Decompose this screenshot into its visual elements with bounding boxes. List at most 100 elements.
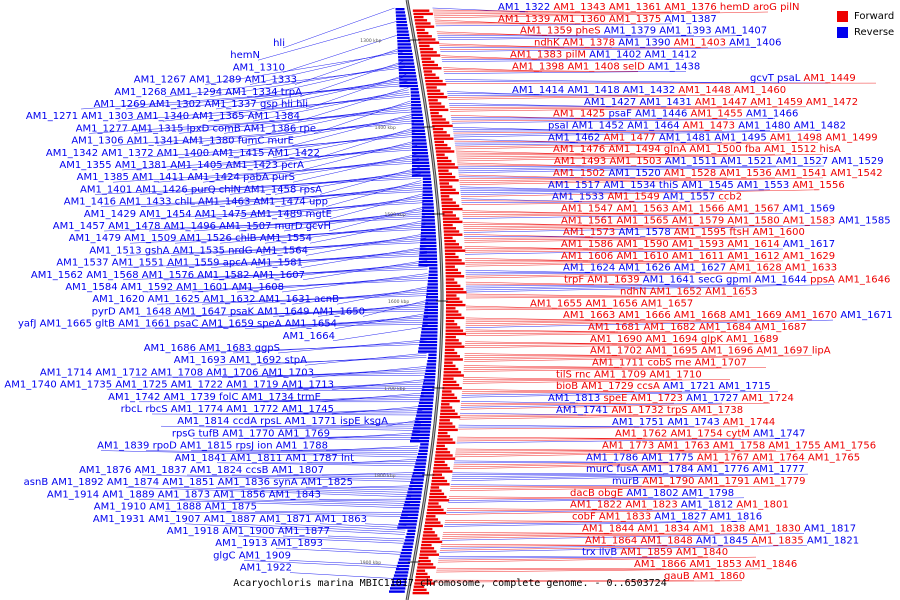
reverse-gene-glyph (397, 43, 411, 46)
forward-connector (456, 153, 776, 160)
gene-label: AM1_1527 (773, 156, 828, 167)
gene-label: rne (672, 358, 692, 369)
forward-connector (453, 462, 761, 468)
reverse-gene-glyph (402, 507, 420, 510)
forward-gene-glyph (445, 281, 458, 284)
gene-label: AM1_1481 (656, 132, 711, 143)
reverse-gene-glyph (411, 433, 430, 436)
reverse-connector (281, 273, 428, 293)
forward-connector (460, 402, 771, 410)
forward-label-row: AM1_1561 AM1_1565 AM1_1579 AM1_1580 AM1_… (561, 215, 891, 226)
forward-connector (454, 142, 675, 144)
reverse-connector (164, 67, 406, 98)
reverse-gene-glyph (405, 497, 421, 500)
gene-label: psaL (774, 73, 801, 84)
forward-connector (462, 389, 587, 392)
reverse-connector (282, 535, 404, 542)
gene-label: AM1_1561 (561, 215, 613, 226)
forward-connector (462, 213, 784, 219)
forward-connector (439, 545, 808, 553)
reverse-connector (88, 111, 413, 134)
forward-connector (457, 436, 646, 439)
reverse-connector (256, 142, 417, 171)
forward-connector (464, 248, 736, 253)
reverse-gene-glyph (403, 542, 414, 545)
gene-label: AM1_1767 (694, 452, 749, 463)
forward-gene-glyph (446, 297, 460, 300)
reverse-gene-glyph (397, 46, 412, 49)
gene-label: AM1_1339 (498, 14, 550, 25)
reverse-gene-glyph (424, 372, 436, 376)
forward-gene-glyph (435, 147, 451, 150)
forward-gene-glyph (413, 588, 427, 592)
gene-label: AM1_1754 (667, 429, 722, 440)
reverse-gene-glyph (397, 36, 410, 40)
reverse-gene-glyph (416, 414, 432, 417)
reverse-label-row: AM1_1342 AM1_1372 AM1_1400 AM1_1415 AM1_… (46, 148, 320, 159)
reverse-label-row: asnB AM1_1892 AM1_1874 AM1_1851 AM1_1836… (24, 477, 353, 488)
reverse-gene-glyph (421, 212, 435, 216)
gene-label: AM1_1520 (605, 168, 660, 179)
gene-label: lipA (809, 346, 831, 357)
forward-connector (458, 165, 777, 172)
forward-gene-glyph (443, 220, 463, 224)
legend-forward-label: Forward (854, 10, 895, 22)
forward-connector (436, 567, 665, 570)
forward-gene-glyph (434, 140, 444, 144)
reverse-connector (186, 474, 414, 480)
reverse-connector (268, 102, 412, 134)
reverse-gene-glyph (413, 427, 431, 430)
reverse-label-row: AM1_1355 AM1_1381 AM1_1405 AM1_1423 pcrA (59, 160, 304, 171)
forward-gene-glyph (434, 460, 445, 464)
reverse-connector (156, 295, 429, 305)
forward-connector (463, 225, 736, 229)
gene-label: AM1_1322 (498, 2, 550, 13)
gene-label: ndhN (620, 286, 647, 297)
gene-label: AM1_1553 (734, 180, 789, 191)
reverse-connector (205, 425, 421, 429)
forward-gene-glyph (445, 345, 465, 348)
gene-label: obgE (595, 488, 623, 499)
scale-tick-label: 1800 kbp (374, 473, 395, 479)
gene-label: AM1_1541 (772, 168, 827, 179)
forward-gene-glyph (438, 172, 452, 176)
gene-label: AM1_1738 (688, 405, 743, 416)
reverse-gene-glyph (423, 315, 438, 318)
reverse-connector (237, 436, 420, 439)
forward-gene-glyph (441, 399, 460, 403)
reverse-gene-glyph (427, 356, 437, 360)
reverse-label-row: AM1_1839 rpoD AM1_1815 rpsJ ion AM1_1788 (97, 441, 328, 452)
reverse-gene-glyph (395, 8, 405, 11)
reverse-gene-glyph (419, 398, 434, 401)
forward-connector (454, 460, 617, 463)
forward-label-row: gauB AM1_1860 (664, 571, 745, 582)
reverse-connector (288, 560, 400, 566)
reverse-label-row: AM1_1401 AM1_1426 purQ chlN AM1_1458 rps… (80, 184, 322, 195)
forward-label-row: AM1_1425 psaF AM1_1446 AM1_1455 AM1_1466 (553, 109, 798, 120)
forward-connector (435, 21, 577, 25)
forward-gene-glyph (438, 169, 449, 172)
reverse-label-row: AM1_1457 AM1_1478 AM1_1496 AM1_1507 murD… (53, 221, 331, 232)
reverse-gene-glyph (418, 260, 438, 264)
forward-gene-glyph (424, 73, 436, 76)
gene-label: murC (586, 464, 613, 475)
gene-label: AM1_1821 (804, 535, 859, 546)
reverse-connector (80, 85, 409, 110)
forward-gene-glyph (443, 233, 463, 236)
reverse-gene-glyph (412, 148, 428, 152)
forward-connector (440, 47, 757, 52)
forward-label-row: AM1_1866 AM1_1853 AM1_1846 (634, 559, 797, 570)
gene-label: fusA (613, 464, 638, 475)
reverse-gene-glyph (427, 286, 438, 289)
forward-gene-glyph (427, 508, 444, 512)
reverse-connector (350, 485, 413, 488)
forward-label-row: AM1_1533 AM1_1549 AM1_1557 ccb2 (552, 192, 742, 203)
gene-label: AM1_1779 (750, 476, 805, 487)
forward-label-row: AM1_1383 pilM AM1_1402 AM1_1412 (510, 49, 697, 60)
forward-connector (464, 343, 765, 348)
forward-connector (444, 521, 747, 527)
reverse-gene-glyph (422, 193, 433, 196)
gene-label: AM1_1715 (715, 381, 770, 392)
reverse-label-row: AM1_1479 AM1_1509 AM1_1526 chlB AM1_1554 (69, 233, 312, 244)
reverse-connector (280, 447, 419, 451)
